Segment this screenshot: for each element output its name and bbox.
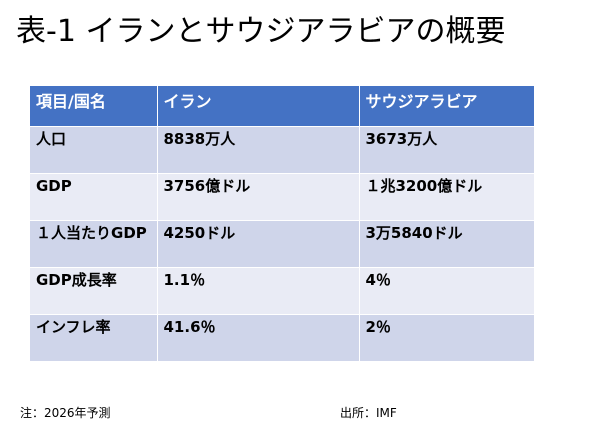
iran-value: 4250ドル: [157, 220, 360, 268]
slide-title: 表-1 イランとサウジアラビアの概要: [16, 14, 506, 49]
row-label: インフレ率: [30, 314, 158, 362]
iran-value: 3756億ドル: [157, 173, 360, 221]
footnote: 注：2026年予測: [20, 406, 111, 420]
saudi-value: 4％: [359, 267, 534, 315]
source-note: 出所：IMF: [340, 406, 397, 420]
iran-value: 8838万人: [157, 126, 360, 174]
saudi-value: 3673万人: [359, 126, 534, 174]
table-row: GDP成長率 1.1％ 4％: [30, 267, 534, 315]
table-row: 人口 8838万人 3673万人: [30, 126, 534, 174]
iran-value: 1.1％: [157, 267, 360, 315]
row-label: GDP成長率: [30, 267, 158, 315]
table-header-row: 項目/国名 イラン サウジアラビア: [30, 86, 534, 127]
row-label: GDP: [30, 173, 158, 221]
header-saudi-arabia: サウジアラビア: [359, 86, 534, 127]
header-item: 項目/国名: [30, 86, 158, 127]
saudi-value: 2％: [359, 314, 534, 362]
comparison-table-wrapper: 項目/国名 イラン サウジアラビア 人口 8838万人 3673万人 GDP 3…: [30, 86, 534, 362]
comparison-table: 項目/国名 イラン サウジアラビア 人口 8838万人 3673万人 GDP 3…: [30, 86, 534, 362]
row-label: １人当たりGDP: [30, 220, 158, 268]
saudi-value: 3万5840ドル: [359, 220, 534, 268]
header-iran: イラン: [157, 86, 360, 127]
saudi-value: １兆3200億ドル: [359, 173, 534, 221]
table-row: GDP 3756億ドル １兆3200億ドル: [30, 173, 534, 221]
table-row: １人当たりGDP 4250ドル 3万5840ドル: [30, 220, 534, 268]
iran-value: 41.6％: [157, 314, 360, 362]
table-row: インフレ率 41.6％ 2％: [30, 314, 534, 362]
row-label: 人口: [30, 126, 158, 174]
